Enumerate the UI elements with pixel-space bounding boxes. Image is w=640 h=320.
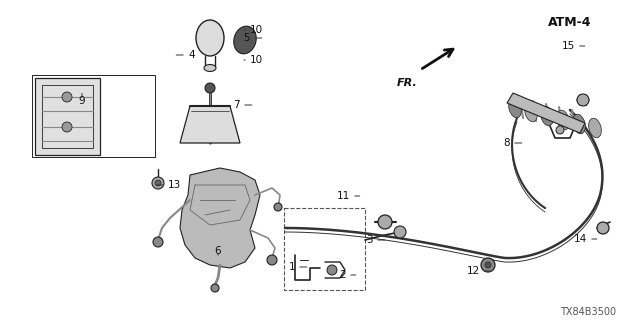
Ellipse shape — [589, 118, 602, 138]
Ellipse shape — [541, 106, 554, 126]
Text: ATM-4: ATM-4 — [548, 16, 591, 29]
Text: 5: 5 — [243, 33, 250, 43]
Circle shape — [394, 226, 406, 238]
Circle shape — [205, 83, 215, 93]
Circle shape — [577, 94, 589, 106]
Ellipse shape — [204, 65, 216, 71]
Text: TX84B3500: TX84B3500 — [560, 307, 616, 317]
Circle shape — [155, 180, 161, 186]
Circle shape — [62, 92, 72, 102]
Circle shape — [485, 262, 491, 268]
Text: 6: 6 — [214, 246, 221, 256]
Text: 10: 10 — [250, 55, 263, 65]
Circle shape — [481, 258, 495, 272]
Text: 11: 11 — [337, 191, 350, 201]
Ellipse shape — [509, 98, 522, 118]
Circle shape — [152, 177, 164, 189]
Text: 15: 15 — [562, 41, 575, 51]
Circle shape — [153, 237, 163, 247]
Polygon shape — [180, 106, 240, 143]
Text: 13: 13 — [168, 180, 181, 190]
Ellipse shape — [234, 26, 256, 54]
Text: FR.: FR. — [397, 78, 418, 88]
Bar — [42, 85, 93, 148]
Bar — [284, 208, 365, 290]
Circle shape — [597, 222, 609, 234]
Circle shape — [327, 265, 337, 275]
Circle shape — [211, 284, 219, 292]
Text: 2: 2 — [339, 270, 346, 280]
Polygon shape — [507, 93, 585, 133]
Circle shape — [62, 122, 72, 132]
Text: 4: 4 — [188, 50, 195, 60]
Circle shape — [274, 203, 282, 211]
Ellipse shape — [196, 20, 224, 56]
Text: 3: 3 — [366, 235, 373, 245]
Ellipse shape — [573, 114, 586, 134]
Circle shape — [378, 215, 392, 229]
Text: 12: 12 — [467, 266, 480, 276]
Text: 10: 10 — [250, 25, 263, 35]
Text: 9: 9 — [78, 96, 84, 106]
Text: 7: 7 — [234, 100, 240, 110]
Ellipse shape — [525, 102, 538, 122]
Circle shape — [556, 126, 564, 134]
Bar — [35, 78, 100, 155]
Bar — [32, 75, 155, 157]
Text: 14: 14 — [573, 234, 587, 244]
Text: 1: 1 — [289, 262, 295, 272]
Ellipse shape — [557, 110, 570, 130]
Circle shape — [267, 255, 277, 265]
Polygon shape — [180, 168, 260, 268]
Text: 8: 8 — [504, 138, 510, 148]
